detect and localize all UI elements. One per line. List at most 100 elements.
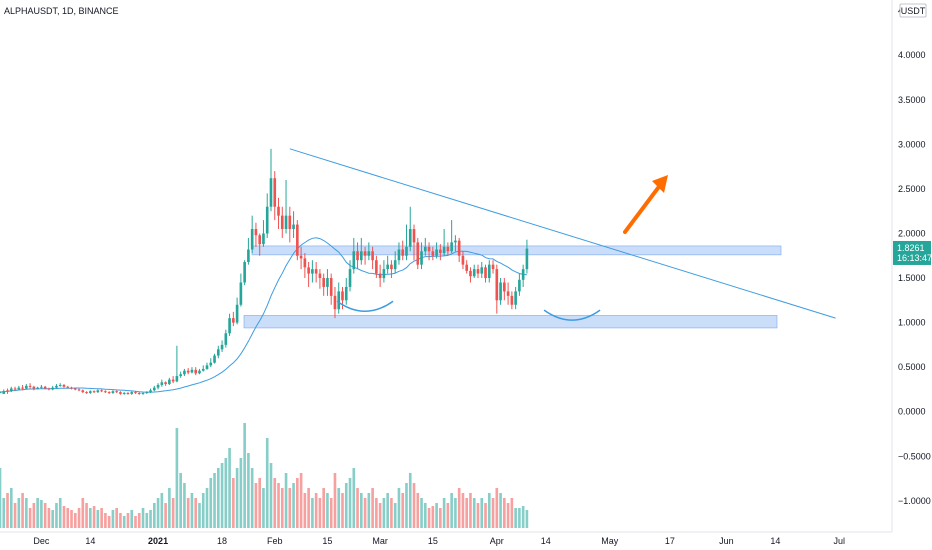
moving-average-line (0, 237, 527, 393)
volume-bar (171, 498, 175, 528)
volume-bar (514, 508, 517, 528)
candle-body (6, 390, 9, 392)
volume-bar (213, 473, 216, 528)
candle-body (9, 388, 13, 392)
candle-body (375, 260, 378, 274)
volume-bar (250, 468, 254, 528)
candle-body (499, 282, 502, 301)
candle-body (363, 251, 367, 256)
candle-body (145, 392, 149, 394)
up-arrow-shaft (623, 182, 663, 234)
volume-bar (420, 498, 423, 528)
volume-bar (179, 473, 182, 528)
candle-body (224, 333, 228, 345)
volume-bar (318, 498, 322, 528)
candle-body (450, 242, 453, 252)
volume-bar (9, 488, 13, 528)
volume-bar (465, 498, 469, 528)
time-axis[interactable]: Dec 14 2021 18 Feb 15 Mar 15 Apr 14 May 17 Jun 14 Jul (33, 536, 845, 546)
candle-body (201, 368, 205, 371)
candle-body (152, 387, 156, 391)
candle-body (183, 370, 186, 375)
volume-bar (352, 468, 356, 528)
volume-bar (66, 508, 70, 528)
volume-bar (36, 498, 39, 528)
candle-body (25, 385, 28, 389)
volume-bar (337, 488, 341, 528)
candle-body (175, 376, 179, 382)
volume-bar (307, 488, 310, 528)
volume-bar (149, 510, 152, 528)
candle-body (514, 291, 517, 305)
candle-body (386, 264, 389, 270)
candle-body (382, 269, 386, 279)
candle-body (371, 251, 374, 261)
candle-body (288, 215, 292, 230)
volume-bar (51, 510, 55, 528)
volume-bar (348, 478, 352, 528)
time-tick-label: Jul (834, 536, 846, 546)
candle-body (333, 295, 337, 310)
volume-bar (243, 423, 246, 528)
support-zone (251, 245, 782, 256)
volume-bar (506, 503, 510, 528)
volume-bar (476, 503, 480, 528)
price-tick-label: 4.0000 (898, 50, 926, 60)
volume-bar (28, 508, 32, 528)
candle-body (232, 318, 235, 323)
candle-body (296, 224, 299, 256)
candle-body (107, 392, 111, 394)
candle-body (322, 278, 325, 287)
candle-body (525, 248, 529, 270)
candle-body (171, 379, 175, 382)
volume-bar (156, 498, 160, 528)
volume-bar (77, 508, 81, 528)
time-tick-label: Jun (719, 536, 734, 546)
volume-bar (6, 493, 9, 528)
candlestick-series (0, 148, 529, 395)
candle-body (461, 255, 465, 265)
candle-body (359, 251, 363, 261)
trendline (289, 148, 836, 319)
price-tick-label: 3.0000 (898, 139, 926, 149)
volume-bar (235, 468, 239, 528)
candle-body (416, 242, 420, 265)
volume-bar (480, 498, 484, 528)
candle-body (160, 382, 164, 385)
volume-bar (303, 493, 307, 528)
candle-body (111, 391, 115, 393)
volume-bar (446, 503, 450, 528)
volume-bar (201, 493, 205, 528)
volume-bar (378, 503, 382, 528)
candle-body (405, 246, 408, 256)
volume-bar (397, 488, 401, 528)
volume-bar (224, 458, 228, 528)
candle-body (228, 318, 231, 334)
candle-body (247, 249, 250, 262)
volume-bar (284, 473, 288, 528)
volume-bars (0, 423, 529, 528)
candle-body (491, 264, 495, 270)
volume-bar (288, 488, 292, 528)
candle-body (303, 258, 307, 268)
volume-bar (408, 473, 412, 528)
price-axis[interactable]: 4.50004.00003.50003.00002.50002.00001.50… (898, 6, 931, 506)
volume-bar (329, 498, 333, 528)
candle-body (55, 385, 58, 388)
currency-badge[interactable] (899, 3, 927, 18)
volume-bar (126, 513, 130, 528)
volume-bar (292, 483, 295, 528)
volume-bar (363, 498, 367, 528)
candle-body (480, 267, 484, 274)
volume-bar (100, 508, 103, 528)
volume-bar (269, 463, 273, 528)
volume-bar (525, 510, 529, 528)
volume-bar (92, 506, 96, 528)
volume-bar (518, 508, 521, 528)
candle-body (472, 269, 476, 277)
volume-bar (198, 503, 201, 528)
volume-bar (450, 493, 453, 528)
candle-body (28, 385, 32, 387)
candle-body (521, 269, 525, 280)
